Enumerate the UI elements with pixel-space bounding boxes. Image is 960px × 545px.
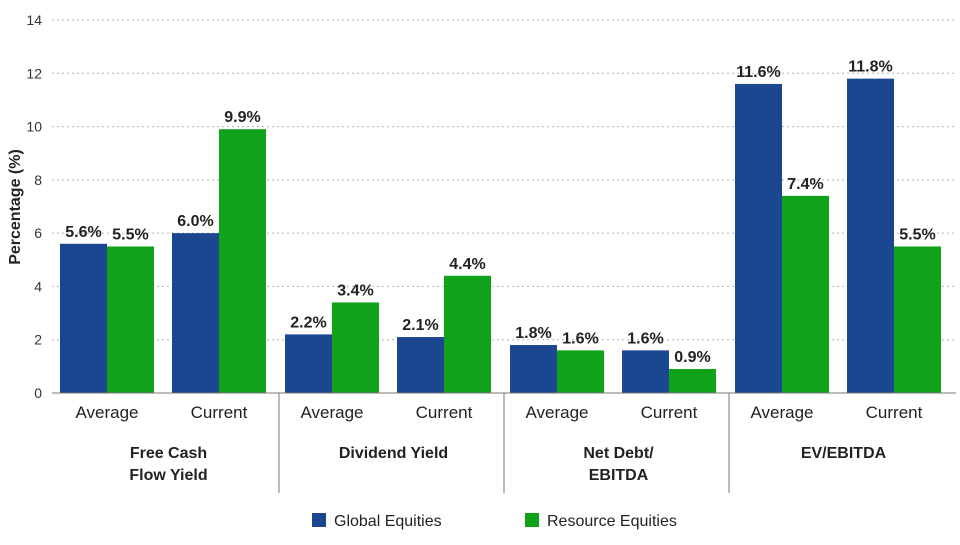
data-label: 7.4% — [787, 176, 823, 193]
data-label: 1.8% — [515, 325, 551, 342]
x-axis: Average Current Free Cash Flow Yield Average… — [52, 392, 956, 493]
bar-resource-equities — [219, 129, 266, 393]
data-label: 9.9% — [224, 109, 260, 126]
category-label: Current — [191, 403, 248, 422]
group-label: EV/EBITDA — [801, 445, 887, 462]
y-tick-label: 4 — [34, 278, 42, 294]
bar-global-equities — [735, 83, 782, 393]
legend-label: Resource Equities — [547, 513, 677, 530]
bar-resource-equities — [782, 195, 829, 393]
group-label: EBITDA — [589, 467, 649, 484]
data-label: 5.5% — [112, 226, 148, 243]
y-axis-label: Percentage (%) — [7, 149, 24, 265]
legend-label: Global Equities — [334, 513, 442, 530]
data-label: 2.2% — [290, 314, 326, 331]
data-label: 5.5% — [899, 226, 935, 243]
bar-global-equities — [397, 337, 444, 393]
category-label: Average — [750, 403, 813, 422]
bar-global-equities — [847, 78, 894, 393]
bar-resource-equities — [669, 369, 716, 393]
y-tick-label: 14 — [26, 12, 42, 28]
y-tick-label: 12 — [26, 65, 42, 81]
data-labels: 5.6% 5.5% 6.0% 9.9% 2.2% 3.4% 2.1% 4.4% 1.8% 1.6%… — [65, 59, 935, 366]
legend-swatch — [525, 513, 539, 527]
category-label: Average — [75, 403, 138, 422]
bar-global-equities — [172, 233, 219, 393]
group-label: Flow Yield — [129, 467, 207, 484]
bars — [60, 78, 941, 393]
y-tick-label: 0 — [34, 385, 42, 401]
data-label: 0.9% — [674, 349, 710, 366]
bar-resource-equities — [332, 302, 379, 393]
bar-global-equities — [510, 345, 557, 393]
category-label: Current — [641, 403, 698, 422]
data-label: 1.6% — [562, 330, 598, 347]
data-label: 6.0% — [177, 213, 213, 230]
y-tick-label: 10 — [26, 119, 42, 135]
group-label: Dividend Yield — [339, 445, 448, 462]
group-label: Net Debt/ — [583, 445, 654, 462]
bar-resource-equities — [107, 246, 154, 393]
group-label: Free Cash — [130, 445, 207, 462]
y-tick-label: 8 — [34, 172, 42, 188]
category-label: Current — [416, 403, 473, 422]
data-label: 11.8% — [848, 59, 892, 76]
bar-resource-equities — [444, 275, 491, 393]
data-label: 3.4% — [337, 282, 373, 299]
y-axis-ticks: 0 2 4 6 8 10 12 14 — [26, 12, 42, 401]
legend-swatch — [312, 513, 326, 527]
category-label: Average — [525, 403, 588, 422]
category-label: Average — [300, 403, 363, 422]
data-label: 5.6% — [65, 224, 101, 241]
data-label: 2.1% — [402, 317, 438, 334]
y-tick-label: 6 — [34, 225, 42, 241]
bar-resource-equities — [557, 350, 604, 393]
category-label: Current — [866, 403, 923, 422]
bar-global-equities — [622, 350, 669, 393]
bar-global-equities — [285, 334, 332, 393]
data-label: 11.6% — [736, 64, 780, 81]
y-tick-label: 2 — [34, 332, 42, 348]
data-label: 1.6% — [627, 330, 663, 347]
legend: Global Equities Resource Equities — [312, 513, 677, 530]
data-label: 4.4% — [449, 256, 485, 273]
bar-resource-equities — [894, 246, 941, 393]
bar-global-equities — [60, 243, 107, 393]
